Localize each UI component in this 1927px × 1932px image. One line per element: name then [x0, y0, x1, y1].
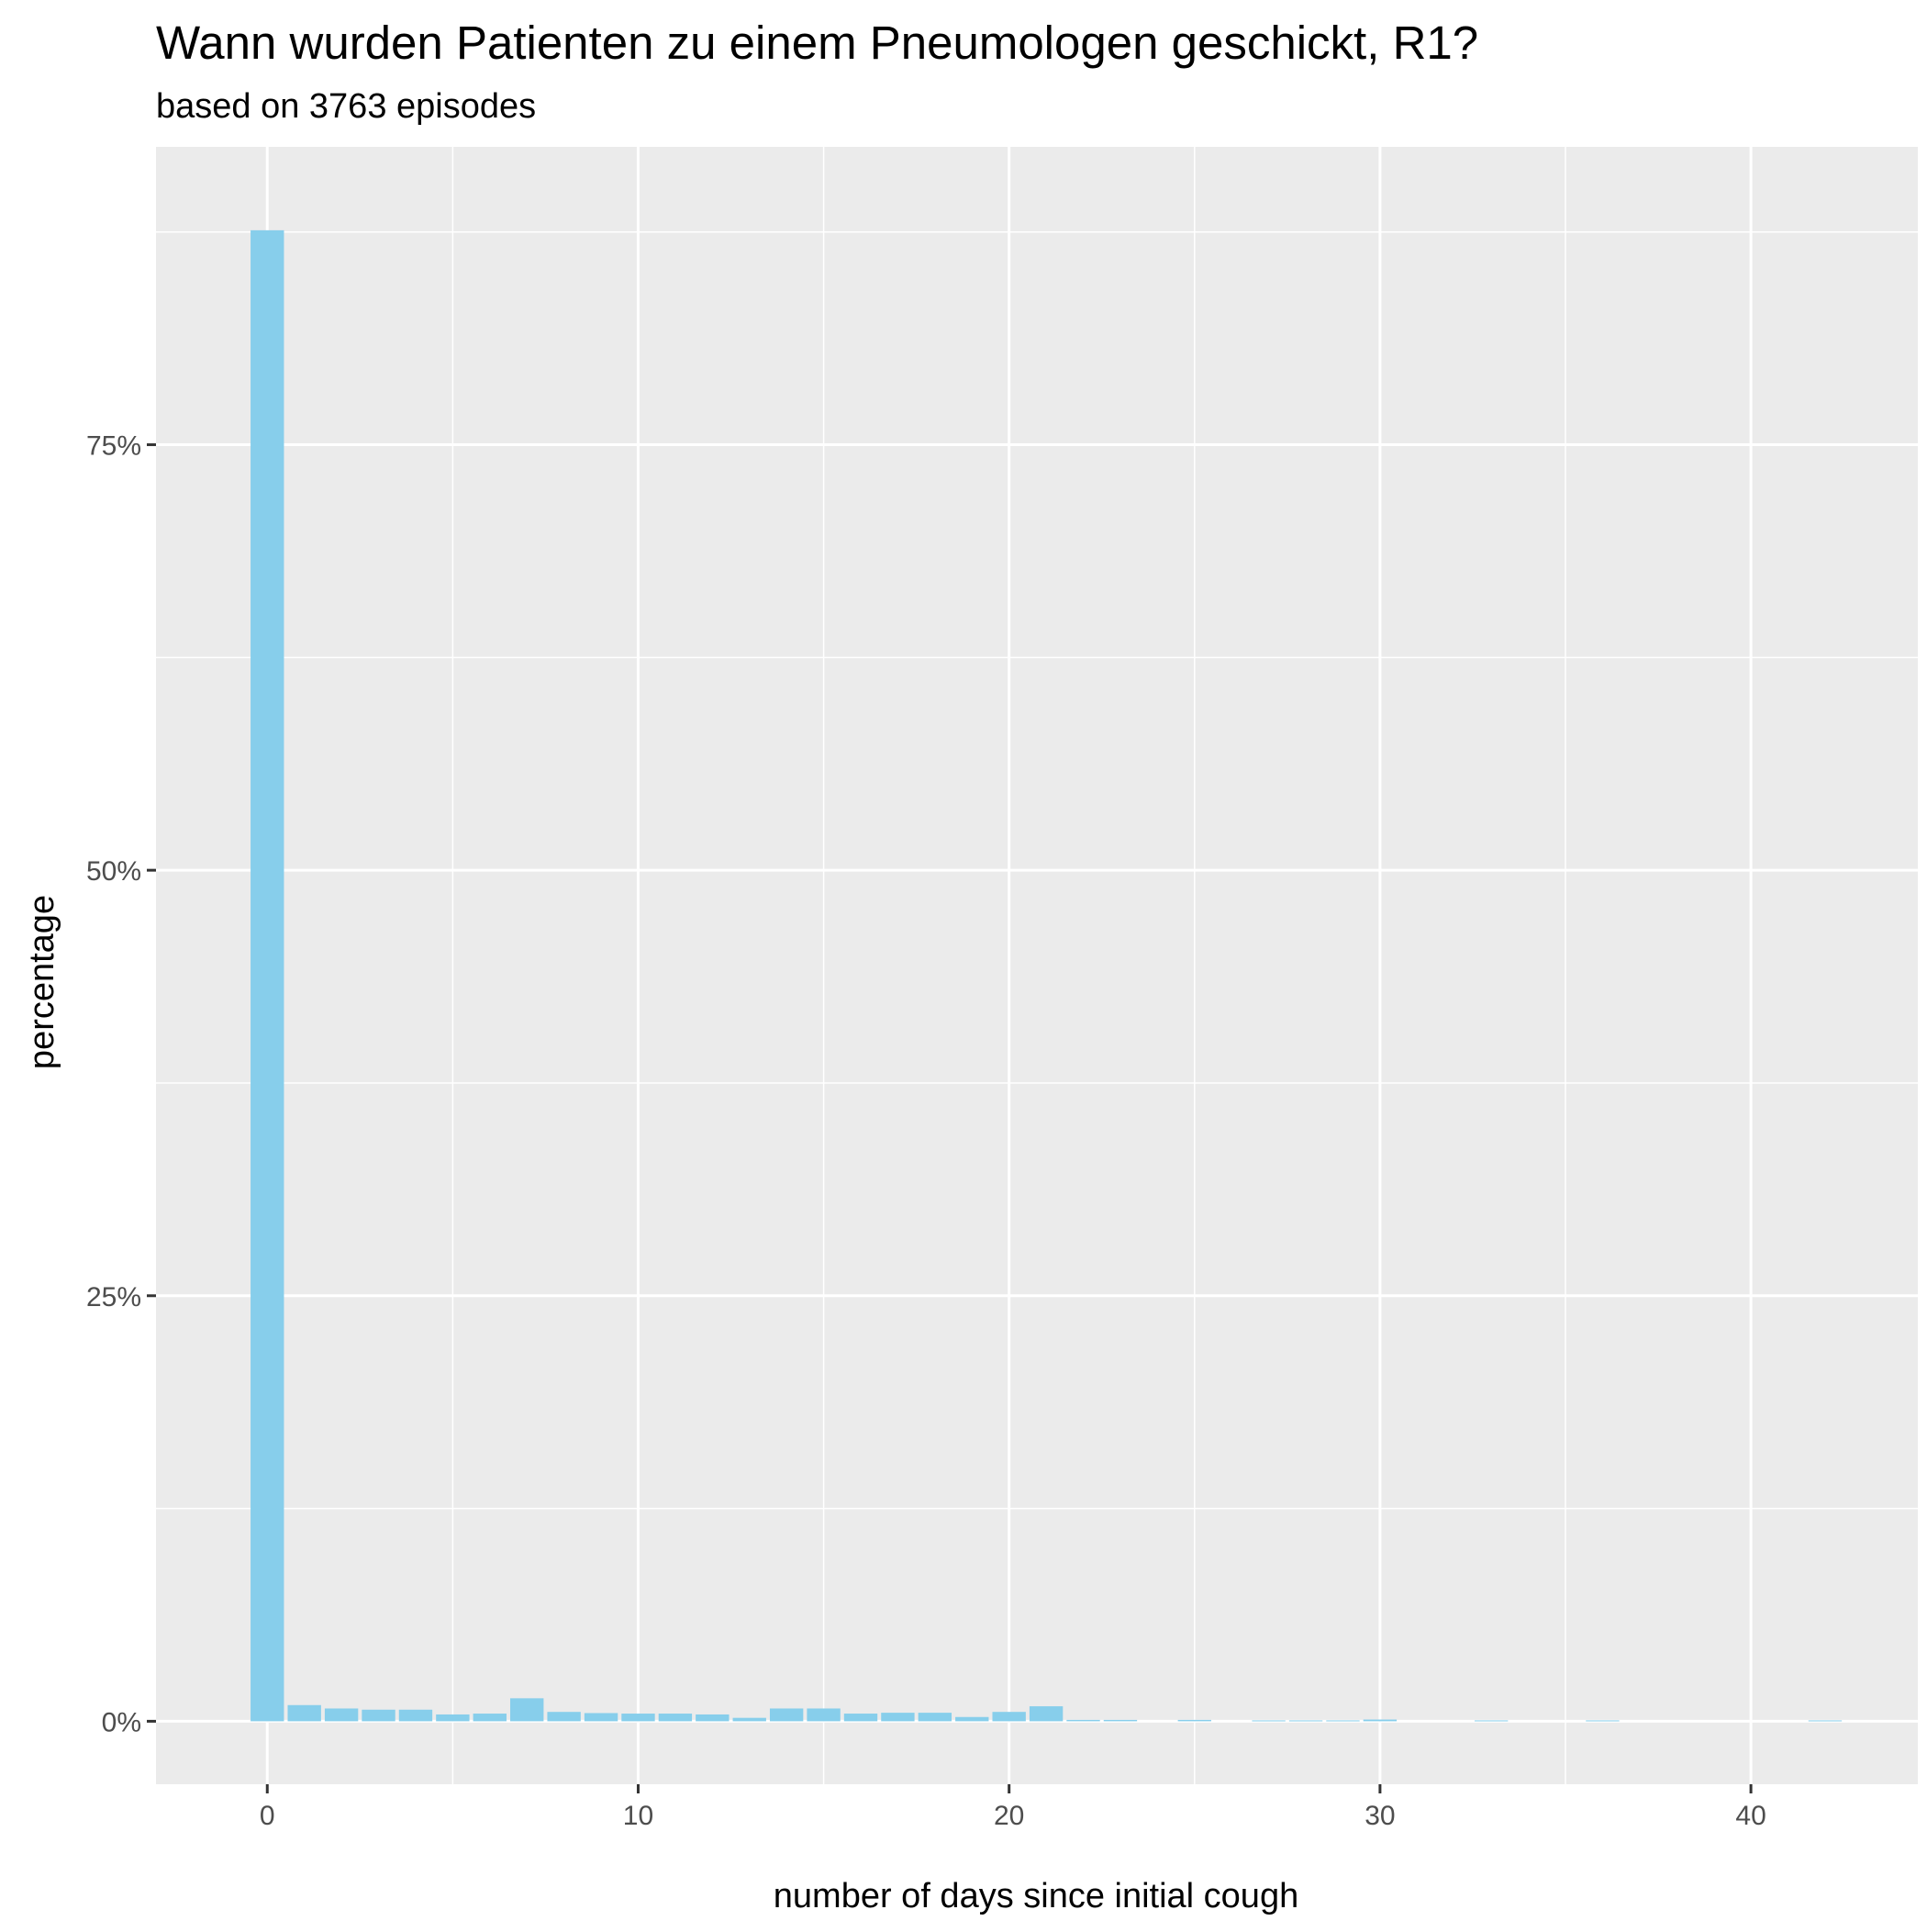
histogram-bar [362, 1709, 395, 1722]
histogram-bar [1326, 1720, 1360, 1722]
histogram-bar [510, 1698, 544, 1722]
histogram-bar [1029, 1706, 1064, 1722]
histogram-bar [992, 1712, 1026, 1722]
histogram-bar [658, 1714, 693, 1722]
chart-subtitle: based on 3763 episodes [156, 87, 536, 126]
x-tick-label: 10 [623, 1801, 653, 1831]
y-tick-label: 75% [86, 431, 141, 462]
y-tick-label: 25% [86, 1282, 141, 1312]
histogram-bar [436, 1714, 470, 1722]
histogram-bar [769, 1708, 804, 1722]
histogram-bar [696, 1714, 730, 1722]
histogram-bar [843, 1714, 878, 1722]
histogram-bar [584, 1713, 618, 1722]
histogram-bar [324, 1708, 359, 1722]
y-axis: 0% 25% 50% 75% [86, 431, 156, 1737]
histogram-bar [1288, 1720, 1323, 1722]
y-axis-title: percentage [23, 895, 61, 1069]
histogram-bars [251, 229, 1843, 1722]
histogram-bar [287, 1704, 321, 1722]
y-tick-label: 0% [102, 1707, 141, 1737]
x-tick-label: 30 [1364, 1801, 1395, 1831]
histogram-bar [1363, 1719, 1398, 1722]
x-tick-label: 20 [994, 1801, 1024, 1831]
minor-gridlines [156, 147, 1918, 1784]
histogram-bar [251, 229, 284, 1722]
histogram-bar [1177, 1719, 1211, 1722]
x-tick-label: 0 [260, 1801, 275, 1831]
histogram-bar [398, 1709, 433, 1722]
histogram-bar [1586, 1720, 1620, 1722]
y-tick-label: 50% [86, 856, 141, 887]
x-tick-label: 40 [1735, 1801, 1765, 1831]
histogram-bar [1103, 1719, 1138, 1722]
histogram-bar [1474, 1720, 1509, 1722]
histogram-bar [881, 1713, 915, 1722]
histogram-bar [1252, 1720, 1286, 1722]
plot-panel [156, 147, 1918, 1784]
histogram-bar [955, 1716, 989, 1722]
chart-title: Wann wurden Patienten zu einem Pneumolog… [156, 17, 1478, 69]
histogram-bar [547, 1712, 581, 1722]
x-axis-title: number of days since initial cough [774, 1877, 1298, 1915]
histogram-bar [1808, 1720, 1843, 1722]
histogram-bar [732, 1717, 766, 1722]
histogram-bar [621, 1714, 655, 1722]
histogram-bar [918, 1713, 952, 1722]
histogram-bar [1066, 1719, 1100, 1722]
histogram-bar [473, 1714, 507, 1722]
histogram-bar [807, 1708, 841, 1722]
x-axis: 0 10 20 30 40 [260, 1784, 1766, 1831]
